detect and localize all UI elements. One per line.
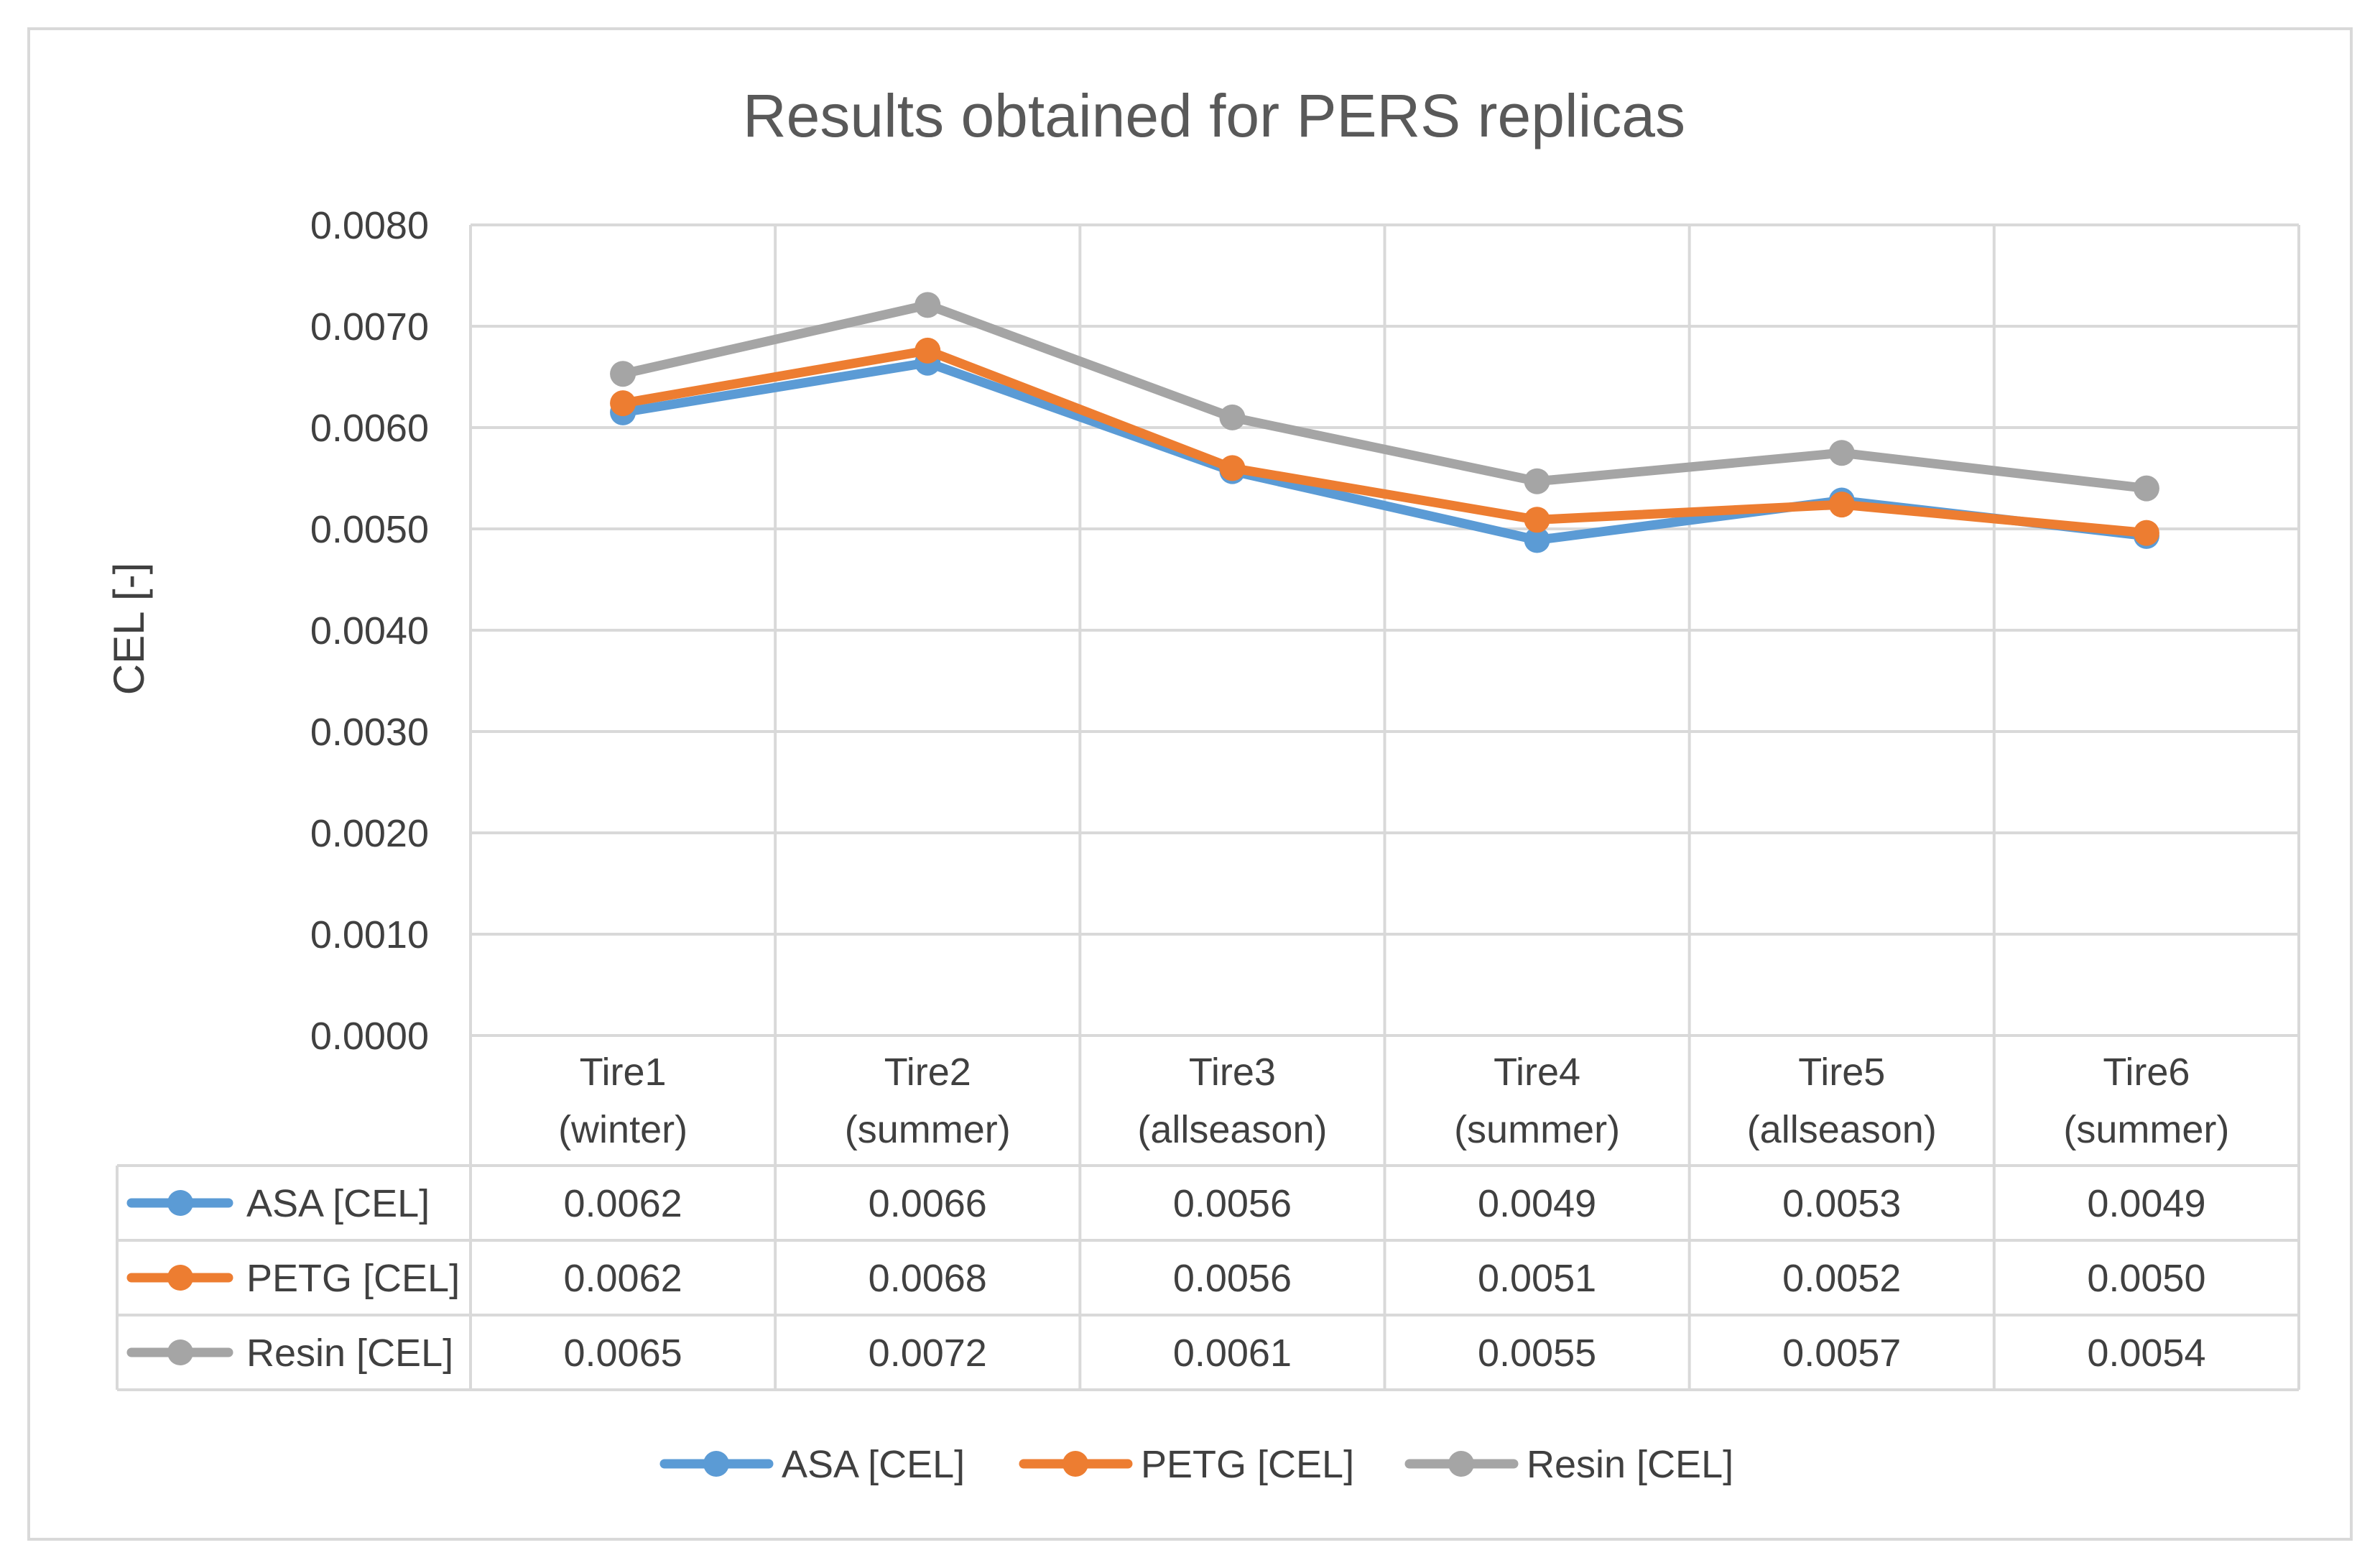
table-series-name: ASA [CEL] [246, 1182, 430, 1225]
table-cell: 0.0053 [1782, 1182, 1901, 1225]
data-point-resin [915, 292, 941, 318]
data-point-petg [1219, 455, 1246, 481]
x-category-label: Tire5 [1798, 1051, 1885, 1094]
y-axis-ticks: 0.0000 0.0010 0.0020 0.0030 0.0040 0.0050 0.00… [310, 204, 429, 1058]
y-tick-label: 0.0000 [310, 1015, 429, 1058]
x-category-label: Tire3 [1189, 1051, 1276, 1094]
table-cell: 0.0052 [1782, 1257, 1901, 1300]
table-cell: 0.0054 [2087, 1332, 2205, 1375]
data-point-petg [1524, 507, 1550, 533]
series-line-resin [621, 300, 2147, 494]
plot-series [610, 292, 2159, 553]
table-legend-marker [167, 1265, 193, 1291]
y-tick-label: 0.0040 [310, 609, 429, 652]
series-line-petg [621, 346, 2147, 538]
legend-label: PETG [CEL] [1141, 1443, 1354, 1486]
table-cell: 0.0049 [2087, 1182, 2205, 1225]
x-category-sublabel: (summer) [845, 1108, 1011, 1151]
data-point-asa [1524, 527, 1550, 553]
data-point-resin [1219, 404, 1246, 430]
legend-marker [703, 1451, 729, 1477]
table-cell: 0.0068 [869, 1257, 987, 1300]
x-category-sublabel: (allseason) [1137, 1108, 1327, 1151]
chart-frame [27, 27, 2353, 1541]
table-cell: 0.0056 [1173, 1257, 1292, 1300]
y-tick-label: 0.0080 [310, 204, 429, 247]
table-cell: 0.0066 [869, 1182, 987, 1225]
data-point-resin [1828, 440, 1855, 466]
table-cell: 0.0061 [1173, 1332, 1292, 1375]
x-category-label: Tire2 [884, 1051, 971, 1094]
data-point-resin [2133, 475, 2159, 502]
data-point-petg [915, 337, 941, 364]
data-point-resin [1524, 468, 1550, 494]
legend-label: ASA [CEL] [782, 1443, 965, 1486]
table-cell: 0.0062 [563, 1182, 682, 1225]
x-category-sublabel: (allseason) [1747, 1108, 1937, 1151]
y-tick-label: 0.0010 [310, 913, 429, 956]
y-tick-label: 0.0020 [310, 812, 429, 855]
chart-title: Results obtained for PERS replicas [743, 82, 1685, 149]
legend: ASA [CEL] PETG [CEL] Resin [CEL] [659, 1443, 1733, 1486]
legend-marker [1062, 1451, 1088, 1477]
x-category-label: Tire1 [580, 1051, 667, 1094]
table-cell: 0.0062 [563, 1257, 682, 1300]
data-table: ASA [CEL] 0.0062 0.0066 0.0056 0.0049 0.0053 0… [126, 1182, 2206, 1375]
x-axis-categories: Tire1 (winter) Tire2 (summer) Tire3 (allseaso… [558, 1051, 2229, 1151]
table-series-name: PETG [CEL] [246, 1257, 460, 1300]
table-cell: 0.0056 [1173, 1182, 1292, 1225]
table-cell: 0.0055 [1478, 1332, 1596, 1375]
table-series-name: Resin [CEL] [246, 1332, 453, 1375]
data-point-resin [610, 361, 636, 387]
table-legend-marker [167, 1339, 193, 1365]
table-legend-marker [167, 1190, 193, 1216]
data-point-petg [2133, 520, 2159, 546]
table-cell: 0.0050 [2087, 1257, 2205, 1300]
table-cell: 0.0057 [1782, 1332, 1901, 1375]
legend-marker [1448, 1451, 1474, 1477]
y-tick-label: 0.0070 [310, 305, 429, 349]
legend-label: Resin [CEL] [1527, 1443, 1733, 1486]
table-cell: 0.0065 [563, 1332, 682, 1375]
gridlines [116, 223, 2300, 1391]
y-axis-title: CEL [-] [105, 563, 153, 695]
x-category-sublabel: (summer) [1454, 1108, 1620, 1151]
y-tick-label: 0.0030 [310, 711, 429, 754]
data-point-petg [1828, 492, 1855, 518]
x-category-label: Tire6 [2103, 1051, 2190, 1094]
y-tick-label: 0.0050 [310, 508, 429, 551]
y-tick-label: 0.0060 [310, 407, 429, 450]
table-cell: 0.0072 [869, 1332, 987, 1375]
x-category-sublabel: (winter) [558, 1108, 687, 1151]
x-category-sublabel: (summer) [2063, 1108, 2229, 1151]
table-cell: 0.0051 [1478, 1257, 1596, 1300]
x-category-label: Tire4 [1494, 1051, 1580, 1094]
data-point-petg [610, 390, 636, 417]
table-cell: 0.0049 [1478, 1182, 1596, 1225]
